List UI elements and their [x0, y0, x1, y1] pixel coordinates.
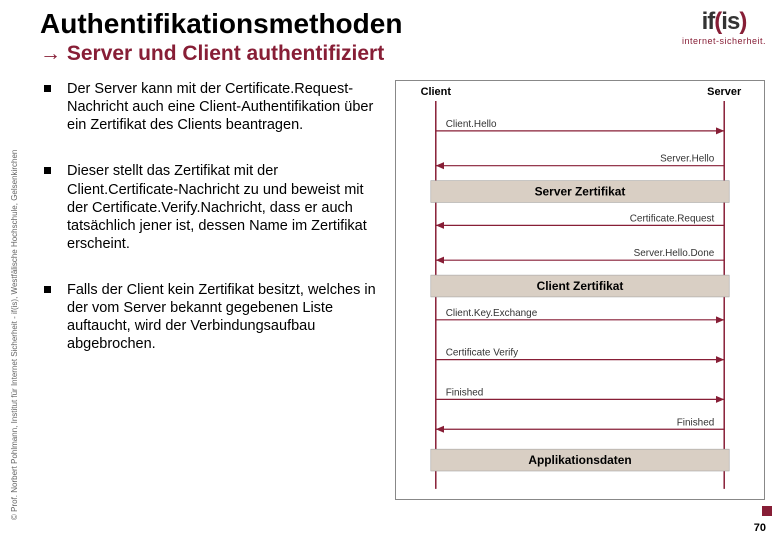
logo-sub: internet-sicherheit.	[682, 36, 766, 46]
list-item: Dieser stellt das Zertifikat mit der Cli…	[44, 162, 384, 253]
bullet-icon	[44, 85, 51, 92]
copyright-text: © Prof. Norbert Pohlmann, Institut für I…	[10, 150, 19, 520]
svg-text:Client.Hello: Client.Hello	[446, 119, 497, 130]
list-item: Der Server kann mit der Certificate.Requ…	[44, 80, 384, 134]
ifis-logo: if(is) internet-sicherheit.	[682, 8, 766, 46]
page-number: 70	[754, 522, 766, 534]
svg-text:Certificate.Request: Certificate.Request	[630, 213, 715, 224]
svg-text:Finished: Finished	[446, 387, 484, 398]
bullet-text: Der Server kann mit der Certificate.Requ…	[67, 80, 384, 134]
logo-main: if(is)	[682, 8, 766, 36]
svg-text:Certificate Verify: Certificate Verify	[446, 348, 518, 359]
bullet-text: Dieser stellt das Zertifikat mit der Cli…	[67, 162, 384, 253]
subtitle-text: Server und Client authentifiziert	[67, 42, 384, 65]
svg-text:Finished: Finished	[677, 417, 715, 428]
svg-text:Applikationsdaten: Applikationsdaten	[528, 453, 631, 467]
bullet-icon	[44, 167, 51, 174]
svg-text:Server Zertifikat: Server Zertifikat	[535, 185, 626, 199]
sequence-diagram: Client Server Client.Hello Server.Hello Serv…	[395, 80, 765, 500]
svg-text:Client Zertifikat: Client Zertifikat	[537, 279, 624, 293]
arrow-icon: →	[40, 42, 61, 65]
svg-text:Server.Hello.Done: Server.Hello.Done	[634, 248, 715, 259]
bullet-icon	[44, 286, 51, 293]
bullet-list: Der Server kann mit der Certificate.Requ…	[44, 80, 384, 382]
corner-decoration	[762, 506, 772, 516]
slide-header: Authentifikationsmethoden → Server und C…	[40, 8, 630, 66]
svg-text:Client: Client	[421, 86, 452, 98]
list-item: Falls der Client kein Zertifikat besitzt…	[44, 281, 384, 354]
svg-text:Server: Server	[707, 86, 742, 98]
bullet-text: Falls der Client kein Zertifikat besitzt…	[67, 281, 384, 354]
svg-text:Server.Hello: Server.Hello	[660, 154, 715, 165]
svg-text:Client.Key.Exchange: Client.Key.Exchange	[446, 308, 538, 319]
slide-title: Authentifikationsmethoden	[40, 8, 630, 40]
slide-subtitle: → Server und Client authentifiziert	[40, 42, 630, 66]
